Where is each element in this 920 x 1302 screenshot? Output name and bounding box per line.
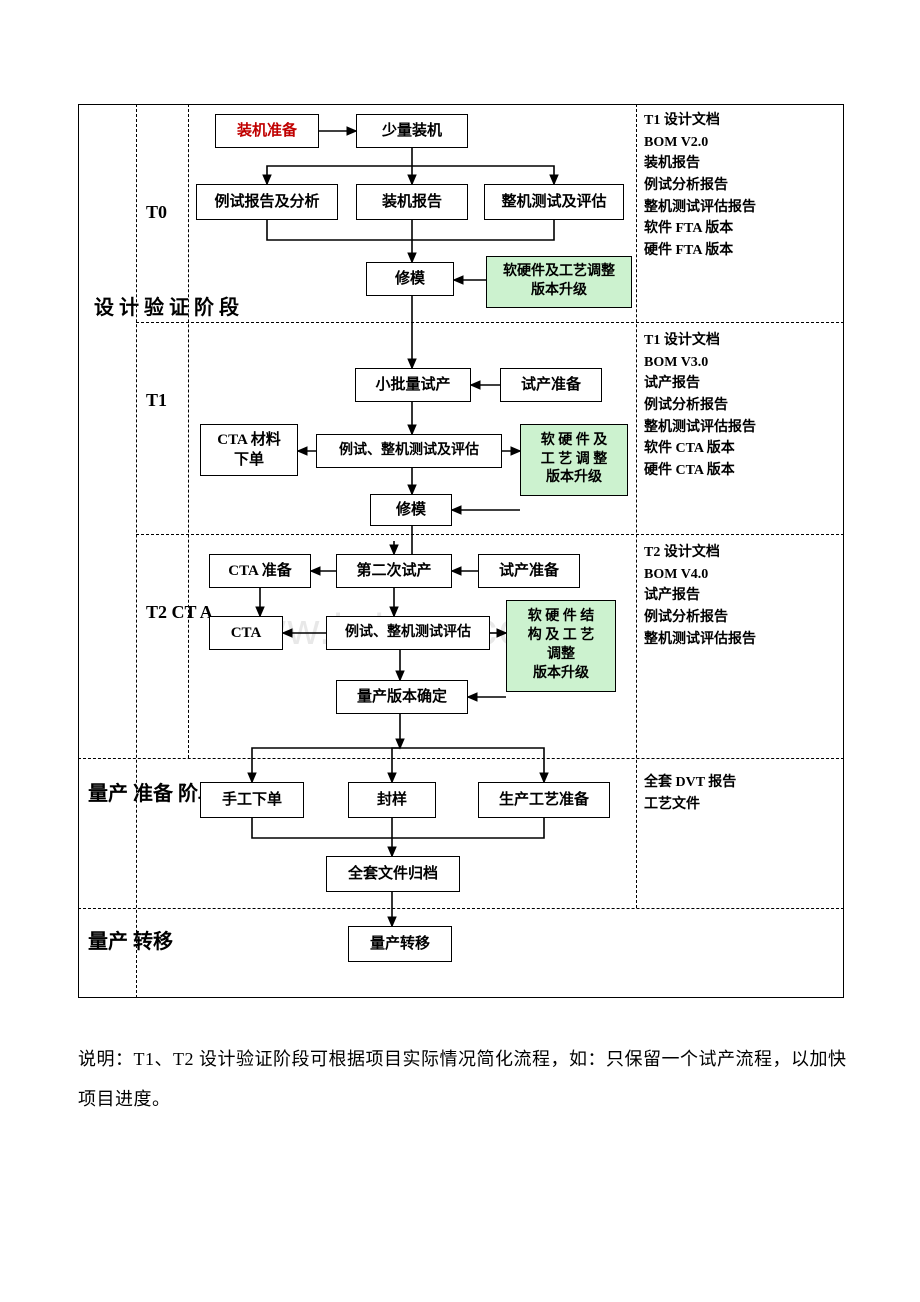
node-t2-cta: CTA <box>209 616 283 650</box>
phase-design-verify: 设 计 验 证 阶 段 <box>94 288 239 328</box>
row-div-qp-qt <box>78 908 844 909</box>
node-t0-prep: 装机准备 <box>215 114 319 148</box>
node-t0-report-ana: 例试报告及分析 <box>196 184 338 220</box>
node-t1-mold: 修模 <box>370 494 452 526</box>
deliv-t2: T2 设计文档 BOM V4.0 试产报告 例试分析报告 整机测试评估报告 <box>644 542 756 650</box>
note-text: 说明：T1、T2 设计验证阶段可根据项目实际情况简化流程，如：只保留一个试产流程… <box>78 1040 848 1119</box>
page-root: www.bdocx.com 设 计 验 证 阶 段 量产 准备 阶段 量产 转移… <box>0 0 920 1302</box>
node-t1-adjust: 软 硬 件 及 工 艺 调 整 版本升级 <box>520 424 628 496</box>
row-div-t1-t2 <box>136 534 844 535</box>
node-t0-full-eval: 整机测试及评估 <box>484 184 624 220</box>
deliv-qp: 全套 DVT 报告 工艺文件 <box>644 772 736 815</box>
node-qp-manual: 手工下单 <box>200 782 304 818</box>
phase-q-transfer: 量产 转移 <box>88 922 173 962</box>
sub-t1: T1 <box>146 386 167 415</box>
node-t2-prep: 试产准备 <box>478 554 580 588</box>
deliv-t1: T1 设计文档 BOM V3.0 试产报告 例试分析报告 整机测试评估报告 软件… <box>644 330 756 482</box>
deliv-t0: T1 设计文档 BOM V2.0 装机报告 例试分析报告 整机测试评估报告 软件… <box>644 110 756 262</box>
col-divider-1 <box>136 104 137 998</box>
node-qp-process: 生产工艺准备 <box>478 782 610 818</box>
node-t2-cta-prep: CTA 准备 <box>209 554 311 588</box>
sub-t2: T2 CT A <box>146 598 213 627</box>
sub-t0: T0 <box>146 198 167 227</box>
node-t2-test-eval: 例试、整机测试评估 <box>326 616 490 650</box>
node-qp-archive: 全套文件归档 <box>326 856 460 892</box>
col-divider-3 <box>636 104 637 908</box>
node-t1-pilot: 小批量试产 <box>355 368 471 402</box>
row-div-t0-t1 <box>136 322 844 323</box>
node-t1-cta-order: CTA 材料 下单 <box>200 424 298 476</box>
node-t0-mold: 修模 <box>366 262 454 296</box>
node-t2-pilot2: 第二次试产 <box>336 554 452 588</box>
node-t0-small: 少量装机 <box>356 114 468 148</box>
node-t0-build-rep: 装机报告 <box>356 184 468 220</box>
row-div-t2-qp <box>78 758 844 759</box>
col-divider-2 <box>188 104 189 758</box>
node-t1-test-eval: 例试、整机测试及评估 <box>316 434 502 468</box>
node-t2-mp-fix: 量产版本确定 <box>336 680 468 714</box>
node-qt-transfer: 量产转移 <box>348 926 452 962</box>
node-t0-adjust: 软硬件及工艺调整 版本升级 <box>486 256 632 308</box>
phase-q-prep: 量产 准备 阶段 <box>88 774 218 814</box>
node-t2-adjust: 软 硬 件 结 构 及 工 艺 调整 版本升级 <box>506 600 616 692</box>
node-qp-seal: 封样 <box>348 782 436 818</box>
node-t1-prep: 试产准备 <box>500 368 602 402</box>
